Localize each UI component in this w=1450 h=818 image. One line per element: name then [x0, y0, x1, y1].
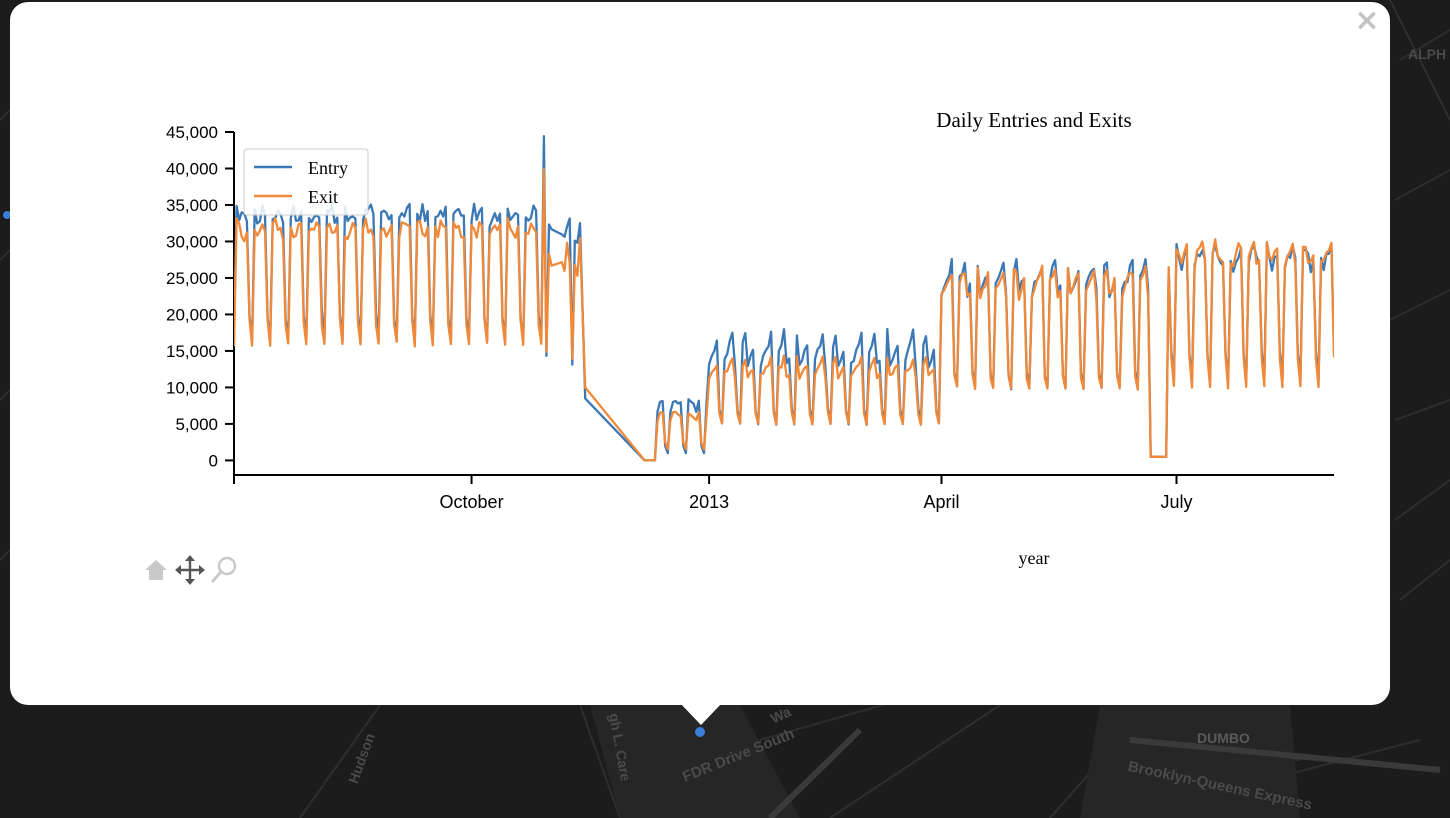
x-tick-label: April: [924, 492, 960, 512]
chart-title: Daily Entries and Exits: [936, 108, 1131, 132]
series-line-exit: [234, 168, 1334, 462]
legend[interactable]: Entry Exit: [243, 148, 369, 216]
close-icon[interactable]: ×: [1354, 3, 1380, 38]
chart-toolbar: [140, 552, 240, 588]
series-layer: [234, 135, 1334, 462]
x-tick-label: 2013: [689, 492, 729, 512]
y-tick-label: 15,000: [166, 342, 218, 361]
y-tick-label: 25,000: [166, 269, 218, 288]
y-tick-label: 20,000: [166, 305, 218, 324]
map-label-alph: ALPH: [1408, 46, 1447, 62]
y-tick-label: 0: [209, 451, 218, 470]
x-tick-label: July: [1160, 492, 1192, 512]
station-marker-edge[interactable]: [3, 211, 11, 219]
legend-box: [243, 148, 369, 216]
x-axis-label: year: [1019, 548, 1050, 568]
y-tick-label: 45,000: [166, 123, 218, 142]
x-tick-label: October: [440, 492, 504, 512]
zoom-icon[interactable]: [208, 552, 240, 588]
popup-pointer: [680, 703, 722, 725]
x-axis: October 2013 April July: [233, 474, 1334, 512]
legend-exit-label: Exit: [308, 187, 338, 207]
chart-popup: × Daily Entries and Exits 0 5,000 10,000 15…: [10, 2, 1390, 705]
station-marker[interactable]: [695, 727, 705, 737]
move-icon[interactable]: [174, 552, 206, 588]
map-label-dumbo: DUMBO: [1197, 730, 1250, 746]
y-axis: 0 5,000 10,000 15,000 20,000 25,000 30,000 35,0…: [166, 123, 235, 475]
home-icon[interactable]: [140, 552, 172, 588]
y-tick-label: 10,000: [166, 378, 218, 397]
line-chart: Daily Entries and Exits 0 5,000 10,000 15,0…: [166, 108, 1334, 568]
y-tick-label: 40,000: [166, 159, 218, 178]
y-tick-label: 30,000: [166, 232, 218, 251]
legend-entry-label: Entry: [308, 158, 348, 178]
y-tick-label: 35,000: [166, 196, 218, 215]
y-tick-label: 5,000: [175, 415, 218, 434]
